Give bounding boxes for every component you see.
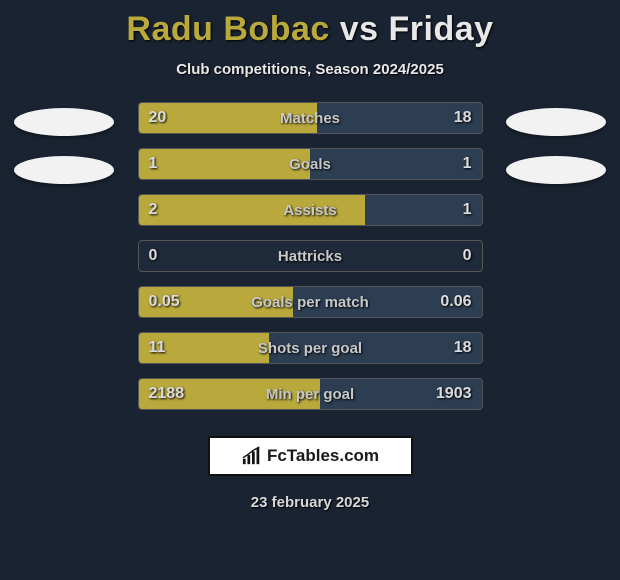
footer-text: FcTables.com [267, 446, 379, 466]
stat-row: 2188Min per goal1903 [138, 378, 483, 410]
stat-row: 0Hattricks0 [138, 240, 483, 272]
value-right: 18 [402, 109, 482, 127]
value-right: 0.06 [402, 293, 482, 311]
stat-label: Goals per match [219, 294, 402, 311]
value-right: 1903 [402, 385, 482, 403]
value-right: 0 [402, 247, 482, 265]
stat-row: 2Assists1 [138, 194, 483, 226]
value-left: 20 [139, 109, 219, 127]
stat-rows: 20Matches181Goals12Assists10Hattricks00.… [138, 102, 483, 410]
value-left: 0 [139, 247, 219, 265]
value-left: 2188 [139, 385, 219, 403]
player2-name: Friday [389, 10, 494, 48]
value-right: 1 [402, 201, 482, 219]
stat-label: Goals [219, 156, 402, 173]
value-left: 2 [139, 201, 219, 219]
team-badge [14, 108, 114, 136]
content-area: 20Matches181Goals12Assists10Hattricks00.… [0, 102, 620, 410]
stat-label: Min per goal [219, 386, 402, 403]
chart-icon [241, 446, 263, 466]
stat-row: 1Goals1 [138, 148, 483, 180]
value-left: 11 [139, 339, 219, 357]
team-badge [14, 156, 114, 184]
stat-label: Assists [219, 202, 402, 219]
stat-row: 20Matches18 [138, 102, 483, 134]
value-left: 1 [139, 155, 219, 173]
date-text: 23 february 2025 [0, 494, 620, 511]
stat-label: Matches [219, 110, 402, 127]
team-badge [506, 156, 606, 184]
vs-text: vs [340, 10, 379, 48]
comparison-title: Radu Bobac vs Friday [0, 0, 620, 49]
footer-badge: FcTables.com [208, 436, 413, 476]
player1-name: Radu Bobac [126, 10, 329, 48]
value-left: 0.05 [139, 293, 219, 311]
stat-label: Shots per goal [219, 340, 402, 357]
stat-label: Hattricks [219, 248, 402, 265]
player2-badges [496, 102, 616, 184]
stat-row: 0.05Goals per match0.06 [138, 286, 483, 318]
value-right: 1 [402, 155, 482, 173]
stat-row: 11Shots per goal18 [138, 332, 483, 364]
player1-badges [4, 102, 124, 184]
team-badge [506, 108, 606, 136]
subtitle: Club competitions, Season 2024/2025 [0, 61, 620, 78]
value-right: 18 [402, 339, 482, 357]
